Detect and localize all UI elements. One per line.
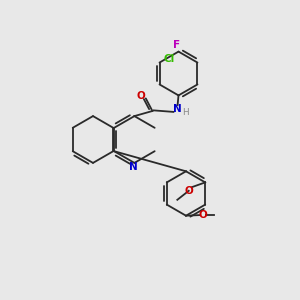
Text: O: O — [184, 186, 193, 196]
Text: H: H — [182, 108, 189, 117]
Text: F: F — [173, 40, 181, 50]
Text: O: O — [198, 210, 207, 220]
Text: O: O — [136, 91, 145, 101]
Text: Cl: Cl — [164, 54, 175, 64]
Text: N: N — [129, 162, 138, 172]
Text: N: N — [172, 104, 182, 115]
